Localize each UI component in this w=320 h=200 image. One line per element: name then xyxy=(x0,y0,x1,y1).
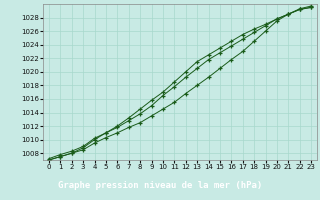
Text: Graphe pression niveau de la mer (hPa): Graphe pression niveau de la mer (hPa) xyxy=(58,182,262,190)
